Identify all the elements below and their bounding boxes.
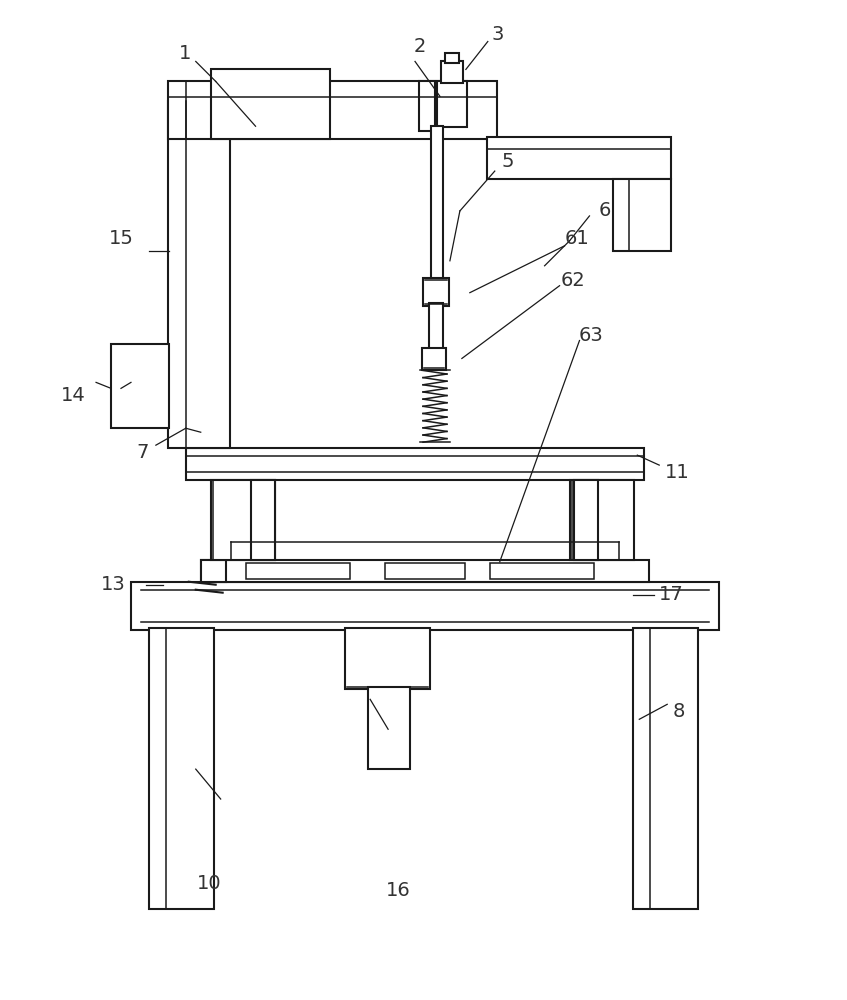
Bar [211, 69, 330, 139]
Bar [131, 582, 719, 630]
Bar [168, 81, 496, 139]
Text: 63: 63 [579, 326, 604, 345]
Text: 2: 2 [414, 37, 426, 56]
Text: 1: 1 [179, 44, 191, 63]
Bar [445, 53, 459, 63]
Bar [487, 137, 671, 179]
Bar [111, 344, 169, 428]
Text: 61: 61 [565, 229, 590, 248]
Text: 62: 62 [560, 271, 585, 290]
Bar [346, 628, 430, 689]
Text: 17: 17 [659, 585, 684, 604]
Bar [613, 179, 671, 251]
Text: 3: 3 [491, 25, 504, 44]
Bar [437, 81, 467, 127]
Bar [573, 480, 599, 560]
Bar [251, 480, 275, 560]
Bar [185, 448, 645, 480]
Bar [441, 61, 462, 83]
Text: 7: 7 [136, 443, 149, 462]
Bar [385, 563, 465, 579]
Text: 14: 14 [61, 386, 86, 405]
Bar [211, 480, 275, 560]
Bar [490, 563, 595, 579]
Text: 5: 5 [501, 152, 514, 171]
Text: 13: 13 [101, 575, 125, 594]
Bar [429, 303, 443, 352]
Text: 16: 16 [385, 881, 411, 900]
Bar [246, 563, 351, 579]
Text: 11: 11 [665, 463, 689, 482]
Bar [368, 687, 410, 769]
Bar [419, 81, 435, 131]
Bar [423, 278, 449, 306]
Bar [168, 101, 230, 448]
Bar [201, 560, 225, 582]
Text: 8: 8 [673, 702, 685, 721]
Bar [634, 628, 698, 909]
Bar [431, 126, 443, 281]
Text: 10: 10 [197, 874, 221, 893]
Bar [422, 348, 446, 370]
Bar [569, 480, 634, 560]
Bar [201, 560, 650, 582]
Text: 15: 15 [108, 229, 134, 248]
Text: 6: 6 [598, 201, 611, 220]
Bar [149, 628, 213, 909]
